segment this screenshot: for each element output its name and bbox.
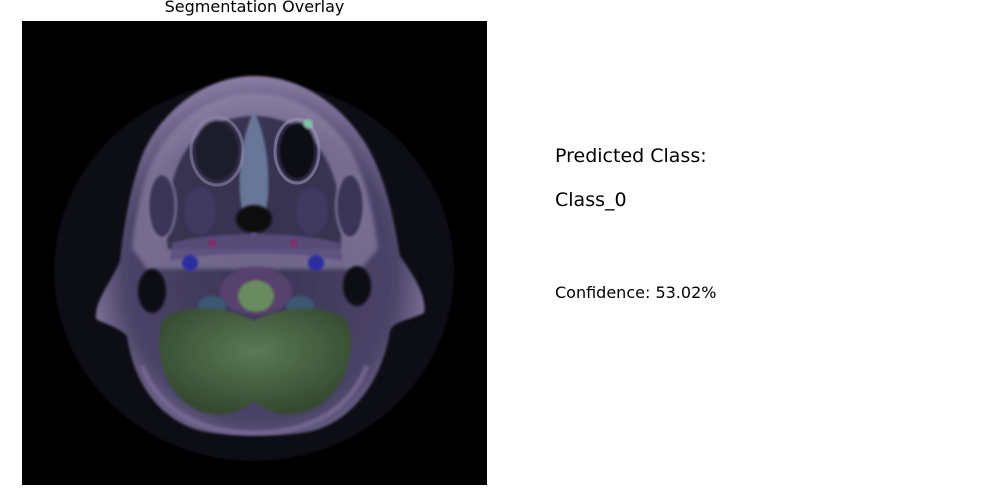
overlay-title: Segmentation Overlay: [164, 0, 345, 16]
segmentation-overlay-image: [22, 21, 487, 485]
confidence-text: Confidence: 53.02%: [555, 283, 717, 302]
predicted-class-label: Predicted Class:: [555, 145, 707, 167]
predicted-class-value: Class_0: [555, 189, 627, 211]
